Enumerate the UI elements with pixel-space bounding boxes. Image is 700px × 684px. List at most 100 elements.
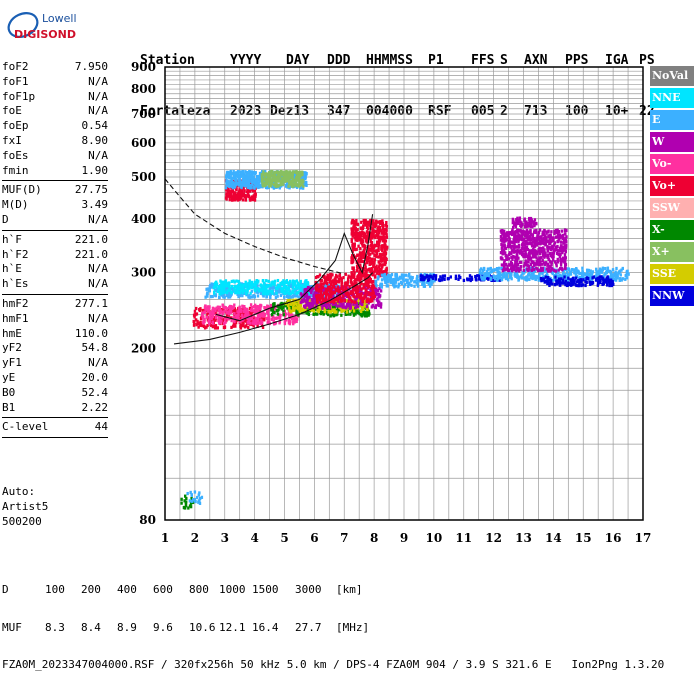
echo-point xyxy=(249,322,251,325)
echo-point xyxy=(317,284,319,287)
echo-point xyxy=(550,279,552,282)
echo-point xyxy=(229,192,231,195)
echo-point xyxy=(379,283,381,286)
echo-point xyxy=(292,282,294,285)
echo-point xyxy=(385,261,387,264)
echo-point xyxy=(598,279,600,282)
echo-point xyxy=(297,283,299,286)
echo-point xyxy=(511,258,513,261)
echo-point xyxy=(362,240,364,243)
echo-point xyxy=(369,270,371,273)
echo-point xyxy=(241,195,243,198)
echo-point xyxy=(236,197,238,200)
echo-point xyxy=(540,279,542,282)
echo-point xyxy=(264,306,266,309)
echo-point xyxy=(377,246,379,249)
echo-point xyxy=(407,274,409,277)
echo-point xyxy=(215,316,217,319)
echo-point xyxy=(570,273,572,276)
echo-point xyxy=(542,246,544,249)
echo-point xyxy=(233,324,235,327)
echo-point xyxy=(526,229,528,232)
echo-point xyxy=(265,279,267,282)
echo-point xyxy=(261,321,263,324)
echo-point xyxy=(564,228,566,231)
echo-point xyxy=(529,242,531,245)
echo-point xyxy=(282,290,284,293)
echo-point xyxy=(263,318,265,321)
echo-point xyxy=(377,242,379,245)
echo-point xyxy=(411,278,413,281)
echo-point xyxy=(538,231,540,234)
echo-point xyxy=(363,285,365,288)
echo-point xyxy=(507,240,509,243)
echo-point xyxy=(322,286,324,289)
echo-point xyxy=(478,274,480,277)
echo-point xyxy=(564,248,566,251)
echo-point xyxy=(548,283,550,286)
echo-point xyxy=(554,283,556,286)
echo-point xyxy=(551,261,553,264)
echo-point xyxy=(372,280,374,283)
echo-point xyxy=(207,310,209,313)
echo-point xyxy=(526,242,528,245)
echo-point xyxy=(331,308,333,311)
echo-point xyxy=(213,308,215,311)
echo-point xyxy=(565,280,567,283)
echo-point xyxy=(504,244,506,247)
echo-point xyxy=(285,185,287,188)
echo-point xyxy=(371,236,373,239)
echo-point xyxy=(278,284,280,287)
echo-point xyxy=(369,260,371,263)
echo-point xyxy=(416,282,418,285)
echo-point xyxy=(310,289,312,292)
echo-point xyxy=(356,291,358,294)
echo-point xyxy=(353,295,355,298)
echo-point xyxy=(237,191,239,194)
echo-point xyxy=(532,254,534,257)
echo-point xyxy=(331,291,333,294)
echo-point xyxy=(296,279,298,282)
echo-point xyxy=(230,195,232,198)
echo-point xyxy=(352,288,354,291)
echo-point xyxy=(550,230,552,233)
echo-point xyxy=(360,254,362,257)
echo-point xyxy=(393,279,395,282)
echo-point xyxy=(501,239,503,242)
echo-point xyxy=(616,274,618,277)
echo-point xyxy=(223,322,225,325)
echo-point xyxy=(458,274,460,277)
echo-point xyxy=(501,263,503,266)
echo-point xyxy=(364,314,366,317)
echo-point xyxy=(301,299,303,302)
echo-point xyxy=(320,312,322,315)
echo-point xyxy=(559,253,561,256)
echo-point xyxy=(500,229,502,232)
echo-point xyxy=(351,238,353,241)
echo-point xyxy=(567,277,569,280)
echo-point xyxy=(557,272,559,275)
echo-point xyxy=(372,305,374,308)
echo-point xyxy=(410,284,412,287)
echo-point xyxy=(208,289,210,292)
echo-point xyxy=(280,282,282,285)
echo-point xyxy=(593,275,595,278)
echo-point xyxy=(317,294,319,297)
echo-point xyxy=(231,280,233,283)
echo-point xyxy=(509,232,511,235)
echo-point xyxy=(300,288,302,291)
echo-point xyxy=(532,240,534,243)
echo-point xyxy=(551,282,553,285)
echo-point xyxy=(564,232,566,235)
echo-point xyxy=(298,305,300,308)
echo-point xyxy=(517,263,519,266)
echo-point xyxy=(266,291,268,294)
echo-point xyxy=(519,216,521,219)
echo-point xyxy=(582,278,584,281)
echo-point xyxy=(568,282,570,285)
echo-point xyxy=(381,278,383,281)
echo-point xyxy=(522,272,524,275)
echo-point xyxy=(267,316,269,319)
echo-point xyxy=(323,299,325,302)
echo-point xyxy=(321,307,323,310)
